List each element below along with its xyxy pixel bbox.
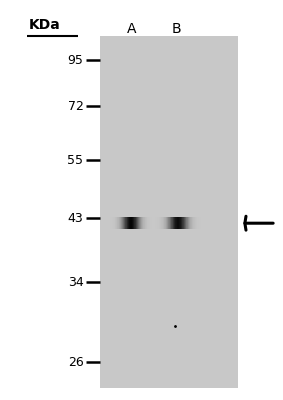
Bar [122, 217, 123, 229]
Bar [127, 217, 128, 229]
Bar [163, 217, 164, 229]
Bar [175, 217, 176, 229]
Bar [134, 217, 135, 229]
Bar [156, 217, 157, 229]
Bar [164, 217, 165, 229]
Bar [199, 217, 200, 229]
Bar [172, 217, 173, 229]
Bar [150, 217, 151, 229]
Bar [130, 217, 131, 229]
Bar [126, 217, 127, 229]
Bar [197, 217, 198, 229]
Bar [167, 217, 168, 229]
Bar [128, 217, 129, 229]
Bar [132, 217, 133, 229]
Bar [186, 217, 187, 229]
Bar [170, 217, 171, 229]
Bar [160, 217, 161, 229]
Bar [113, 217, 114, 229]
Bar [184, 217, 185, 229]
Bar [114, 217, 115, 229]
Bar [140, 217, 141, 229]
Bar [178, 217, 179, 229]
Bar [149, 217, 150, 229]
Bar [174, 217, 175, 229]
Bar [139, 217, 140, 229]
Bar [100, 36, 238, 388]
Bar [195, 217, 196, 229]
Bar [177, 217, 178, 229]
Bar [161, 217, 162, 229]
Bar [124, 217, 125, 229]
Bar [194, 217, 195, 229]
Text: 43: 43 [68, 212, 83, 224]
Bar [143, 217, 144, 229]
Bar [157, 217, 158, 229]
Bar [173, 217, 174, 229]
Bar [191, 217, 192, 229]
Bar [196, 217, 197, 229]
Text: 55: 55 [67, 154, 83, 166]
Bar [116, 217, 117, 229]
Bar [138, 217, 139, 229]
Bar [158, 217, 159, 229]
Bar [146, 217, 147, 229]
Text: 95: 95 [68, 54, 83, 66]
Bar [115, 217, 116, 229]
Text: 72: 72 [68, 100, 83, 112]
Bar [187, 217, 188, 229]
Bar [192, 217, 193, 229]
Bar [137, 217, 138, 229]
Bar [193, 217, 194, 229]
Bar [141, 217, 142, 229]
Bar [121, 217, 122, 229]
Bar [179, 217, 180, 229]
Bar [131, 217, 132, 229]
Bar [183, 217, 184, 229]
Bar [119, 217, 120, 229]
Bar [168, 217, 169, 229]
Bar [162, 217, 163, 229]
Bar [111, 217, 112, 229]
Text: KDa: KDa [28, 18, 60, 32]
Bar [165, 217, 166, 229]
Bar [189, 217, 190, 229]
Bar [117, 217, 118, 229]
Bar [118, 217, 119, 229]
Bar [190, 217, 191, 229]
Text: 26: 26 [68, 356, 83, 368]
Bar [142, 217, 143, 229]
Bar [144, 217, 145, 229]
Bar [135, 217, 136, 229]
Bar [180, 217, 181, 229]
Bar [169, 217, 170, 229]
Bar [136, 217, 137, 229]
Bar [147, 217, 148, 229]
Bar [155, 217, 156, 229]
Bar [151, 217, 152, 229]
Bar [133, 217, 134, 229]
Bar [198, 217, 199, 229]
Bar [181, 217, 182, 229]
Bar [110, 217, 111, 229]
Bar [120, 217, 121, 229]
Bar [171, 217, 172, 229]
Bar [148, 217, 149, 229]
Bar [176, 217, 177, 229]
Text: 34: 34 [68, 276, 83, 288]
Bar [188, 217, 189, 229]
Bar [125, 217, 126, 229]
Bar [182, 217, 183, 229]
Bar [185, 217, 186, 229]
Bar [166, 217, 167, 229]
Bar [123, 217, 124, 229]
Bar [129, 217, 130, 229]
Bar [159, 217, 160, 229]
Bar [141, 217, 142, 229]
Bar [200, 217, 201, 229]
Text: B: B [172, 22, 182, 36]
Bar [112, 217, 113, 229]
Text: A: A [127, 22, 136, 36]
